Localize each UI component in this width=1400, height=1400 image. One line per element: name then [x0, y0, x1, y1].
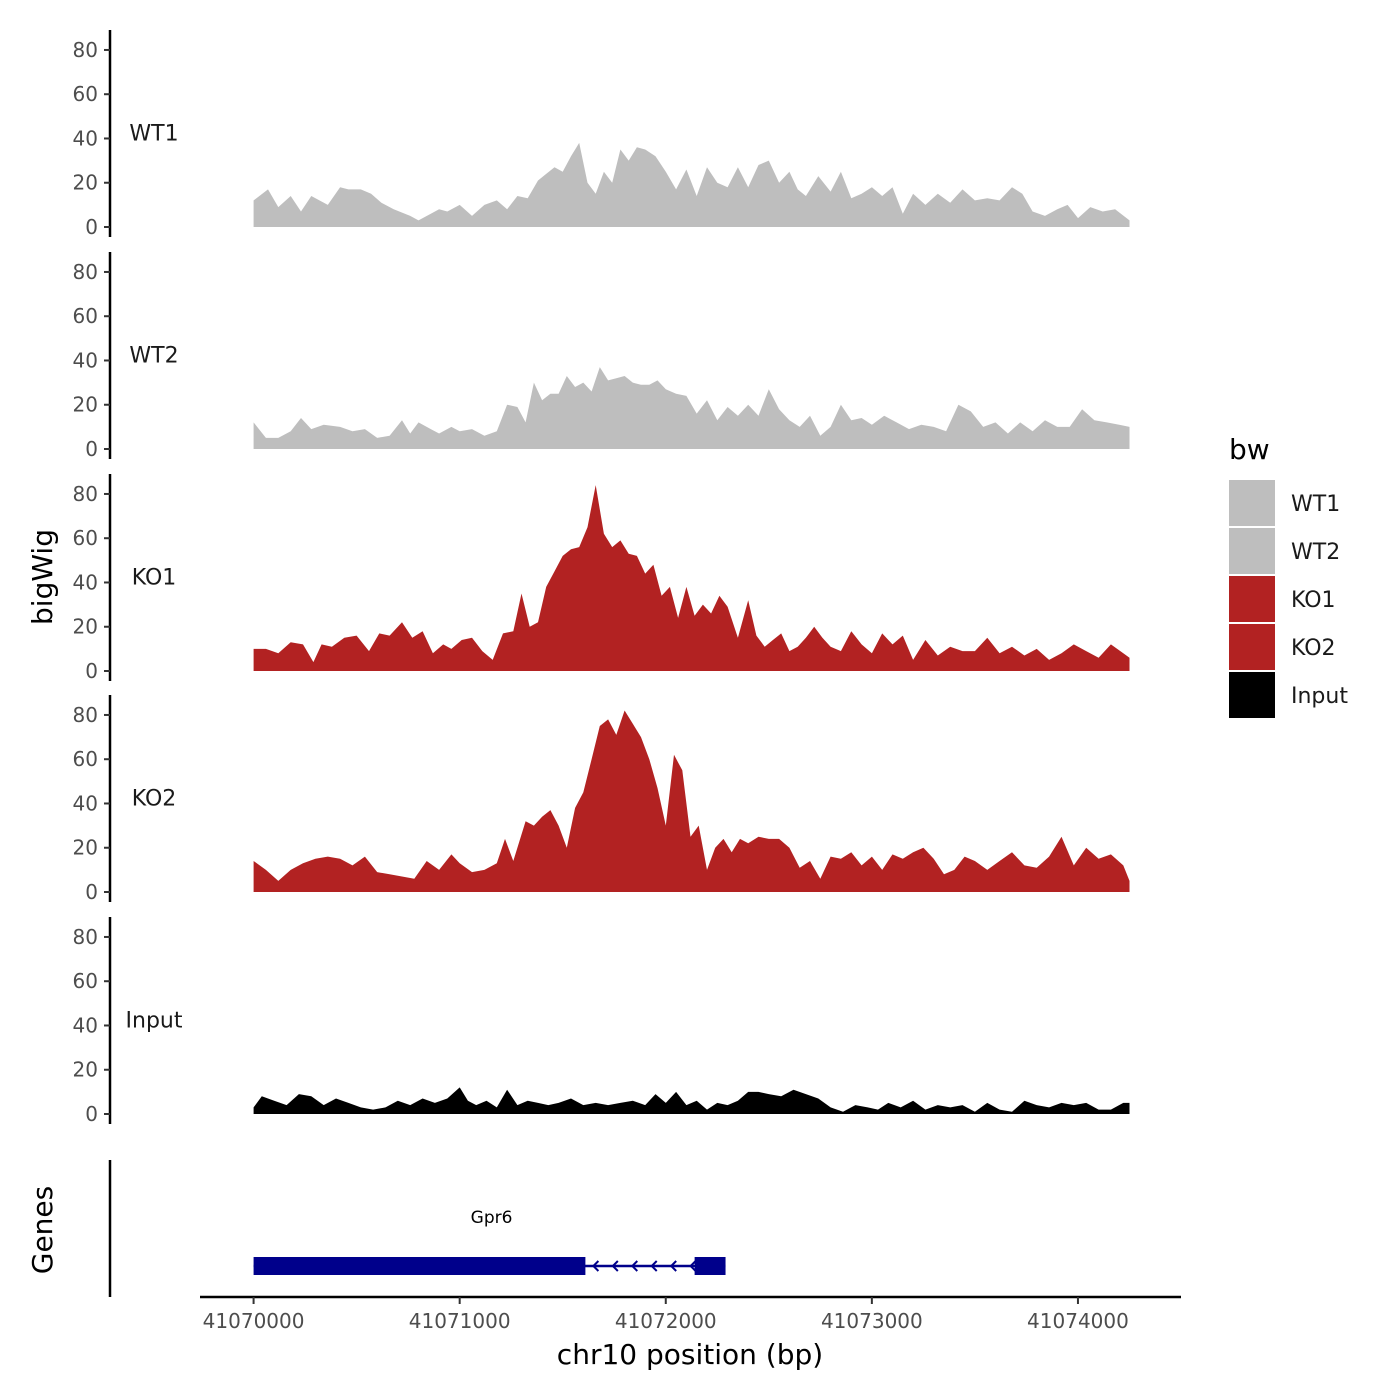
y-tick-label: 0	[85, 1102, 98, 1126]
gene-exon-1	[253, 1257, 586, 1275]
legend-label-input: Input	[1291, 684, 1348, 709]
track-wt2: 0 20 40 60 80 WT2	[73, 252, 1130, 461]
y-tick-label: 0	[85, 880, 98, 904]
y-tick-label: 0	[85, 215, 98, 239]
track-ko2: 0 20 40 60 80 KO2	[73, 695, 1130, 904]
legend-label-ko2: KO2	[1291, 636, 1336, 661]
y-tick-label: 80	[73, 260, 98, 284]
legend-label-ko1: KO1	[1291, 588, 1336, 613]
y-tick-label: 0	[85, 659, 98, 683]
x-tick-label: 41071000	[409, 1309, 511, 1333]
y-axis-title: bigWig	[26, 529, 59, 625]
track-area-input	[253, 1087, 1130, 1114]
legend-label-wt1: WT1	[1291, 492, 1340, 517]
track-label-wt2: WT2	[129, 343, 178, 368]
tracks-layer: 0 20 40 60 80 WT1 0 20 40 60 80 WT2 0 20 40 60 80 KO1 0 20 4…	[73, 30, 1130, 1126]
track-label-wt1: WT1	[129, 121, 178, 146]
y-tick-label: 40	[73, 1013, 98, 1037]
y-tick-label: 20	[73, 836, 98, 860]
track-area-ko1	[253, 485, 1130, 671]
legend: bw WT1 WT2 KO1 KO2 Input	[1229, 433, 1348, 718]
y-tick-label: 60	[73, 82, 98, 106]
track-label-ko1: KO1	[132, 565, 177, 590]
legend-label-wt2: WT2	[1291, 540, 1340, 565]
y-tick-label: 40	[73, 570, 98, 594]
legend-swatch-wt2	[1229, 528, 1275, 574]
strand-arrow	[591, 1260, 600, 1272]
y-tick-label: 60	[73, 969, 98, 993]
strand-arrow	[611, 1260, 619, 1272]
strand-arrow	[630, 1260, 638, 1272]
y-tick-label: 20	[73, 171, 98, 195]
legend-swatch-ko1	[1229, 576, 1275, 622]
x-tick-label: 41074000	[1027, 1309, 1129, 1333]
y-tick-label: 60	[73, 304, 98, 328]
track-wt1: 0 20 40 60 80 WT1	[73, 30, 1130, 239]
x-tick-label: 41070000	[203, 1309, 305, 1333]
gene-label: Gpr6	[471, 1208, 513, 1228]
y-tick-label: 60	[73, 747, 98, 771]
strand-arrow	[669, 1260, 677, 1272]
y-tick-label: 0	[85, 437, 98, 461]
gene-exon-2	[694, 1257, 726, 1275]
x-tick-label: 41072000	[615, 1309, 717, 1333]
legend-swatch-wt1	[1229, 480, 1275, 526]
track-area-ko2	[253, 710, 1130, 892]
legend-swatch-input	[1229, 672, 1275, 718]
y-tick-label: 80	[73, 925, 98, 949]
y-tick-label: 20	[73, 393, 98, 417]
y-tick-label: 40	[73, 348, 98, 372]
gene-track: Gpr6	[108, 1160, 726, 1297]
gene-track-title: Genes	[26, 1186, 59, 1274]
y-tick-label: 40	[73, 126, 98, 150]
y-tick-label: 80	[73, 482, 98, 506]
y-tick-label: 20	[73, 615, 98, 639]
y-tick-label: 60	[73, 526, 98, 550]
track-label-ko2: KO2	[132, 786, 177, 811]
track-ko1: 0 20 40 60 80 KO1	[73, 474, 1130, 683]
legend-swatch-ko2	[1229, 624, 1275, 670]
strand-arrow	[689, 1260, 697, 1272]
strand-arrow	[650, 1260, 658, 1272]
legend-title: bw	[1229, 433, 1270, 466]
x-axis-title: chr10 position (bp)	[557, 1338, 823, 1371]
x-axis: 41070000 41071000 41072000 41073000 41074000	[200, 1295, 1181, 1333]
y-tick-label: 80	[73, 38, 98, 62]
y-tick-label: 20	[73, 1058, 98, 1082]
track-area-wt2	[253, 367, 1130, 449]
track-area-wt1	[253, 142, 1130, 227]
track-label-input: Input	[126, 1008, 183, 1033]
x-tick-label: 41073000	[821, 1309, 923, 1333]
track-input: 0 20 40 60 80 Input	[73, 917, 1130, 1126]
y-tick-label: 40	[73, 791, 98, 815]
y-tick-label: 80	[73, 703, 98, 727]
